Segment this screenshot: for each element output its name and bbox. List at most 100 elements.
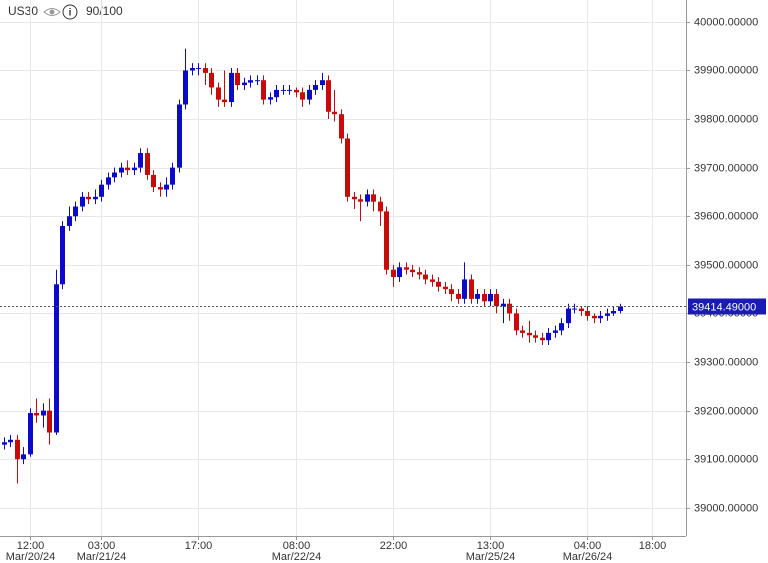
candle-body — [553, 330, 558, 333]
candle-body — [41, 410, 46, 416]
candle-body — [216, 87, 221, 100]
x-date-label: Mar/21/24 — [77, 551, 127, 563]
candle-body — [507, 303, 512, 314]
last-price-label: 39414.49000 — [692, 301, 756, 313]
candle-body — [404, 267, 409, 270]
candle-body — [378, 201, 383, 212]
candle-body — [494, 293, 499, 307]
candle-body — [93, 196, 98, 200]
candle-body — [255, 80, 260, 82]
candle-body — [261, 80, 266, 100]
candle-body — [443, 286, 448, 290]
candle-body — [605, 313, 610, 316]
candle-body — [281, 89, 286, 91]
x-tick-label: 13:00 — [477, 540, 505, 552]
candle-body — [540, 337, 545, 341]
candle-body — [242, 82, 247, 86]
candle-body — [125, 167, 130, 171]
candle-body — [410, 269, 415, 273]
candle-body — [86, 196, 91, 200]
candle-body — [67, 216, 72, 226]
y-tick-label: 40000.00000 — [694, 16, 758, 28]
candle-body — [307, 89, 312, 100]
candle-body — [520, 330, 525, 333]
candle-body — [209, 72, 214, 88]
candle-body — [21, 454, 26, 460]
candle-body — [183, 70, 188, 105]
x-date-label: Mar/20/24 — [6, 551, 56, 563]
info-icon[interactable]: i — [62, 4, 78, 20]
candle-body — [54, 284, 59, 433]
candle-body — [585, 311, 590, 316]
candle-body — [248, 80, 253, 83]
candle-body — [365, 194, 370, 202]
candle-body — [313, 85, 318, 90]
candle-body — [145, 153, 150, 175]
candle-body — [294, 89, 299, 93]
candle-body — [119, 167, 124, 173]
x-tick-label: 08:00 — [283, 540, 311, 552]
candle-body — [423, 274, 428, 280]
last-price-box — [688, 298, 766, 315]
eye-outline — [43, 8, 61, 16]
candle-body — [514, 313, 519, 331]
y-tick-label: 39000.00000 — [694, 502, 758, 514]
y-tick-label: 39200.00000 — [694, 405, 758, 417]
candle-body — [501, 303, 506, 307]
eye-icon[interactable] — [43, 8, 61, 16]
candle-body — [358, 199, 363, 202]
x-tick-label: 12:00 — [17, 540, 45, 552]
candle-body — [235, 72, 240, 86]
candle-body — [2, 442, 7, 445]
x-tick-label: 17:00 — [185, 540, 213, 552]
candle-body — [287, 89, 292, 91]
candle-body — [320, 80, 325, 86]
candle-body — [371, 194, 376, 202]
candle-body — [592, 315, 597, 319]
candle-body — [300, 92, 305, 100]
candle-body — [527, 332, 532, 336]
candle-body — [488, 293, 493, 302]
candle-body — [190, 68, 195, 71]
candle-body — [430, 279, 435, 282]
candle-body — [170, 167, 175, 185]
candle-body — [572, 308, 577, 310]
candle-body — [611, 311, 616, 314]
candle-body — [579, 308, 584, 312]
candle-body — [436, 281, 441, 287]
y-tick-label: 39900.00000 — [694, 64, 758, 76]
candle-body — [164, 184, 169, 190]
x-date-label: Mar/26/24 — [563, 551, 613, 563]
candle-body — [456, 293, 461, 299]
candle-body — [274, 89, 279, 98]
candle-body — [47, 410, 52, 433]
candle-body — [332, 111, 337, 115]
candle-body — [99, 184, 104, 197]
candle-body — [482, 293, 487, 302]
candle-body — [60, 225, 65, 285]
y-tick-label: 39800.00000 — [694, 113, 758, 125]
candle-body — [106, 177, 111, 185]
candle-body — [352, 196, 357, 200]
info-circle — [62, 4, 78, 20]
candle-body — [462, 279, 467, 299]
info-glyph: i — [69, 8, 72, 19]
candle-body — [533, 335, 538, 338]
candle-body — [138, 153, 143, 168]
candle-body — [268, 97, 273, 100]
candle-body — [8, 439, 13, 443]
x-tick-label: 18:00 — [639, 540, 667, 552]
candle-body — [339, 114, 344, 139]
candle-body — [132, 167, 137, 171]
candle-body — [449, 289, 454, 294]
candle-body — [546, 332, 551, 341]
candle-body — [73, 206, 78, 217]
candle-body — [229, 72, 234, 103]
candle-body — [34, 413, 39, 416]
candle-body — [417, 272, 422, 275]
y-tick-label: 39600.00000 — [694, 210, 758, 222]
candle-body — [15, 439, 20, 460]
candle-body — [384, 211, 389, 270]
